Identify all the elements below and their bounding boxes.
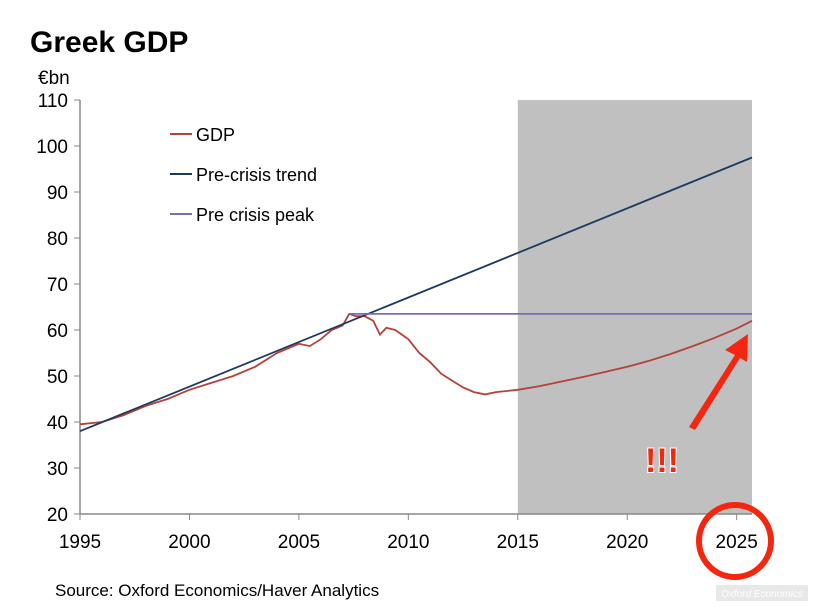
y-tick-label: 30: [47, 459, 68, 480]
x-tick-label: 2005: [278, 532, 320, 553]
chart-title: Greek GDP: [30, 26, 188, 59]
y-tick-label: 60: [47, 321, 68, 342]
legend-label: GDP: [196, 125, 235, 145]
y-tick-label: 50: [47, 367, 68, 388]
exclamation-annotation: !!!: [645, 442, 679, 480]
watermark-box: [716, 585, 808, 601]
y-tick-label: 90: [47, 183, 68, 204]
x-tick-label: 1995: [59, 532, 101, 553]
legend-label: Pre crisis peak: [196, 205, 315, 225]
forecast-shaded-region: [517, 100, 752, 514]
source-note: Source: Oxford Economics/Haver Analytics: [55, 581, 379, 600]
y-tick-label: 80: [47, 229, 68, 250]
highlight-circle-2025: [696, 502, 774, 580]
x-tick-label: 2010: [387, 532, 429, 553]
y-tick-label: 100: [36, 137, 68, 158]
legend-label: Pre-crisis trend: [196, 165, 317, 185]
y-tick-label: 40: [47, 413, 68, 434]
series-line-pre-crisis-trend: [79, 156, 753, 433]
x-tick-label: 2015: [497, 532, 539, 553]
x-tick-label: 2020: [606, 532, 648, 553]
y-tick-label: 110: [38, 91, 68, 112]
y-tick-label: 20: [47, 505, 68, 526]
watermark: Oxford Economics: [721, 589, 803, 600]
series-line-gdp: [79, 312, 753, 426]
x-tick-label: 2025: [716, 532, 758, 553]
y-axis-unit: €bn: [38, 68, 70, 89]
red-arrow-annotation: [689, 334, 748, 430]
x-tick-label: 2000: [168, 532, 210, 553]
y-tick-label: 70: [47, 275, 68, 296]
